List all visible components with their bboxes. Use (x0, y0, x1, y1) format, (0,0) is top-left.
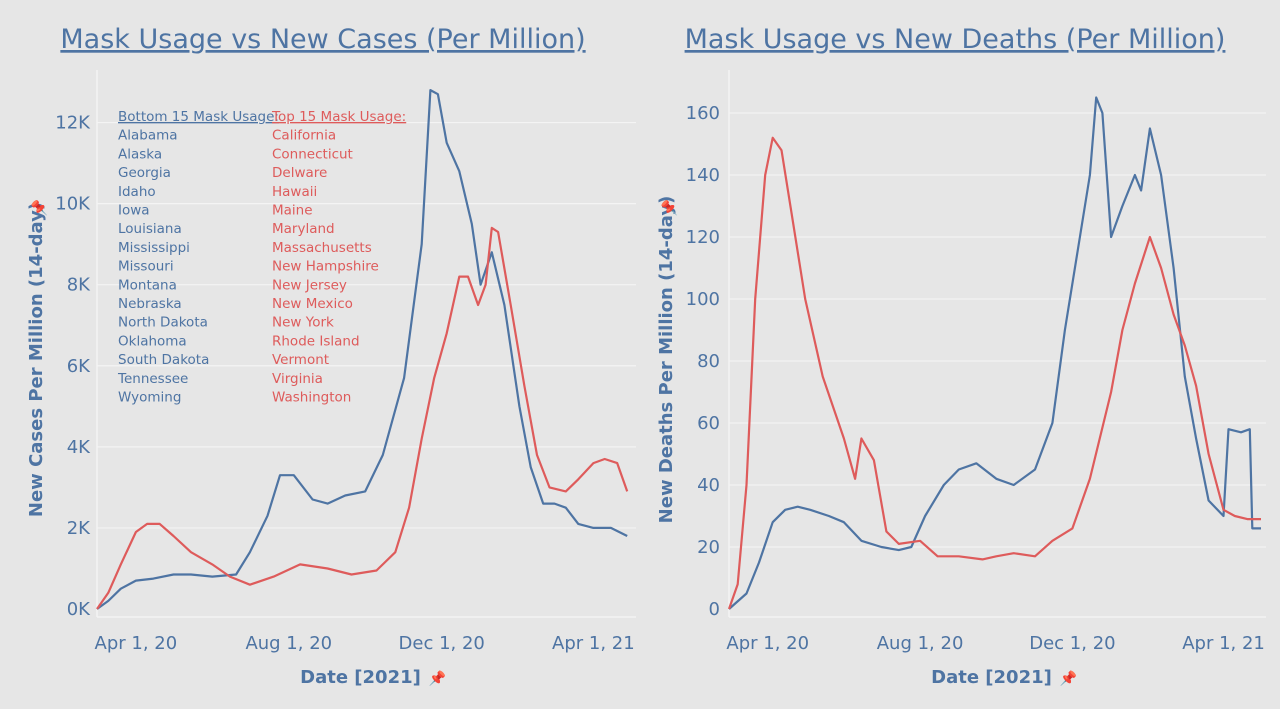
y-tick-label: 140 (686, 165, 720, 186)
x-tick-label: Dec 1, 20 (399, 633, 485, 654)
cases-chart: 0K 2K 4K 6K 8K 10K 12K Apr 1, 20 Aug 1, 20 Dec 1,… (26, 24, 636, 688)
legend-item: New Hampshire (272, 259, 379, 275)
legend-item: Virginia (272, 371, 323, 387)
legend-item: North Dakota (118, 315, 208, 331)
y-tick-label: 10K (55, 194, 91, 215)
legend-item: Alaska (118, 146, 162, 162)
legend-item: New Mexico (272, 296, 353, 312)
x-tick-label: Dec 1, 20 (1029, 633, 1115, 654)
chart-title: Mask Usage vs New Cases (Per Million) (60, 24, 585, 55)
legend-item: Vermont (272, 352, 329, 368)
y-tick-label: 8K (67, 275, 91, 296)
y-tick-label: 0 (709, 599, 720, 620)
legend-header: Bottom 15 Mask Usage: (118, 109, 279, 125)
legend-item: Louisiana (118, 221, 182, 237)
y-tick-label: 12K (55, 113, 91, 134)
x-tick-label: Apr 1, 20 (726, 633, 809, 654)
x-tick-label: Apr 1, 20 (95, 633, 178, 654)
legend-item: Iowa (118, 203, 150, 219)
legend-item: New York (272, 315, 334, 331)
legend-item: Washington (272, 390, 351, 406)
y-tick-label: 80 (697, 351, 720, 372)
legend-item: Idaho (118, 184, 156, 200)
y-tick-label: 160 (686, 103, 720, 124)
pushpin-icon: 📌 (429, 669, 447, 687)
legend-item: Wyoming (118, 390, 181, 406)
legend-item: California (272, 128, 336, 144)
y-tick-label: 120 (686, 227, 720, 248)
x-tick-label: Apr 1, 21 (552, 633, 635, 654)
y-tick-label: 4K (67, 437, 91, 458)
legend-item: Rhode Island (272, 333, 360, 349)
y-tick-label: 20 (697, 537, 720, 558)
x-tick-label: Aug 1, 20 (877, 633, 964, 654)
deaths-chart: 0 20 40 60 80 100 120 140 160 Apr 1, 20 Aug 1, 20 D… (656, 24, 1266, 688)
x-tick-label: Apr 1, 21 (1182, 633, 1265, 654)
y-axis-label: New Deaths Per Million (14-day) (656, 196, 677, 524)
legend-item: Missouri (118, 259, 174, 275)
legend-item: Delware (272, 165, 327, 181)
legend-item: Tennessee (117, 371, 188, 387)
x-axis-label: Date [2021] (300, 667, 421, 688)
chart-title: Mask Usage vs New Deaths (Per Million) (685, 24, 1226, 55)
y-tick-label: 6K (67, 356, 91, 377)
legend-item: Nebraska (118, 296, 182, 312)
y-tick-label: 60 (697, 413, 720, 434)
x-tick-label: Aug 1, 20 (245, 633, 332, 654)
y-tick-label: 100 (686, 289, 720, 310)
pushpin-icon: 📌 (30, 199, 48, 217)
legend-item: Georgia (118, 165, 171, 181)
legend-item: Montana (118, 277, 177, 293)
pushpin-icon: 📌 (1060, 669, 1078, 687)
series-line-bottom-15 (96, 89, 628, 610)
legend-item: Hawaii (272, 184, 317, 200)
y-axis-label: New Cases Per Million (14-day) (26, 202, 47, 517)
pushpin-icon: 📌 (660, 199, 678, 217)
legend-item: Connecticut (272, 146, 353, 162)
x-axis-label: Date [2021] (931, 667, 1052, 688)
series-line-top-15 (727, 136, 1261, 610)
legend-item: South Dakota (118, 352, 209, 368)
legend-item: Oklahoma (118, 333, 187, 349)
legend-item: Alabama (118, 128, 178, 144)
legend-item: Mississippi (118, 240, 190, 256)
legend-item: Maryland (272, 221, 335, 237)
legend-item: New Jersey (272, 277, 347, 293)
legend-item: Maine (272, 203, 313, 219)
y-tick-label: 2K (67, 518, 91, 539)
legend-header: Top 15 Mask Usage: (271, 109, 406, 125)
series-line-top-15 (96, 226, 629, 610)
y-tick-label: 0K (67, 599, 91, 620)
y-tick-label: 40 (697, 475, 720, 496)
series-line-bottom-15 (728, 96, 1261, 610)
legend-item: Massachusetts (272, 240, 372, 256)
